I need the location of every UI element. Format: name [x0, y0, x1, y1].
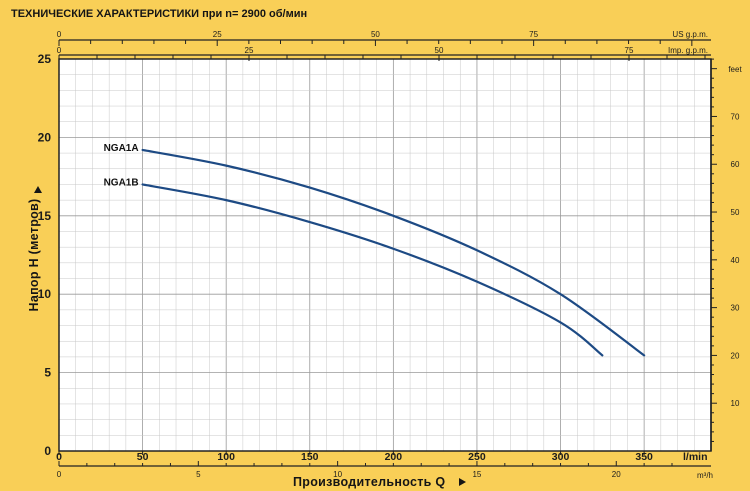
curve-nga1b [141, 183, 604, 357]
curve-label-nga1a: NGA1A [104, 143, 139, 154]
lmin-tick-label: 150 [301, 451, 319, 463]
m3h-ticks: 0 5 10 15 20 [57, 461, 673, 479]
feet-tick-label: 60 [731, 160, 740, 169]
lmin-tick-label: 200 [385, 451, 403, 463]
us-gpm-tick-label: 25 [213, 30, 222, 39]
feet-ticks: 10 20 30 40 50 60 70 [711, 58, 740, 442]
lmin-tick-label: 100 [217, 451, 235, 463]
imp-gpm-tick-label: 50 [435, 46, 444, 55]
y-axis-title: Напор H (метров) [27, 198, 41, 311]
y-tick-label: 25 [38, 52, 52, 66]
m3h-tick-label: 15 [472, 470, 481, 479]
lmin-tick-label: 300 [552, 451, 570, 463]
x-axis-arrow-icon [459, 478, 466, 486]
us-gpm-unit: US g.p.m. [672, 30, 708, 39]
imp-gpm-tick-label: 0 [57, 46, 62, 55]
y-axis-title-group: Напор H (метров) [27, 186, 42, 312]
lmin-tick-label: 0 [56, 451, 62, 463]
chart-title: ТЕХНИЧЕСКИЕ ХАРАКТЕРИСТИКИ при n= 2900 о… [11, 8, 307, 20]
imp-gpm-tick-label: 75 [625, 46, 634, 55]
us-gpm-ticks: 0 25 50 75 [57, 30, 693, 46]
imp-gpm-ticks: 0 25 50 75 [57, 46, 706, 61]
lmin-tick-label: 250 [468, 451, 486, 463]
m3h-tick-label: 0 [57, 470, 62, 479]
curve-labels: NGA1A NGA1B [104, 143, 139, 188]
feet-tick-label: 20 [731, 351, 740, 360]
imp-gpm-tick-label: 25 [245, 46, 254, 55]
lmin-tick-label: 350 [635, 451, 653, 463]
y-axis-arrow-icon [34, 186, 42, 193]
feet-tick-label: 10 [731, 399, 740, 408]
y-axis-ticks: 5 10 15 20 25 [38, 52, 52, 380]
m3h-tick-label: 10 [333, 470, 342, 479]
us-gpm-tick-label: 50 [371, 30, 380, 39]
y-tick-label: 10 [38, 287, 52, 301]
curve-label-nga1b: NGA1B [104, 177, 139, 188]
feet-tick-label: 30 [731, 304, 740, 313]
m3h-tick-label: 20 [612, 470, 621, 479]
y-tick-label: 20 [38, 130, 52, 144]
lmin-unit: l/min [683, 451, 708, 463]
curves [141, 148, 646, 357]
grid-lines [59, 59, 711, 451]
feet-tick-label: 50 [731, 208, 740, 217]
lmin-ticks: 0 50 100 150 200 250 300 350 [56, 451, 653, 463]
m3h-unit: m³/h [697, 471, 713, 480]
feet-tick-label: 70 [731, 112, 740, 121]
feet-tick-label: 40 [731, 256, 740, 265]
feet-unit: feet [728, 65, 742, 74]
us-gpm-tick-label: 75 [529, 30, 538, 39]
y-zero-label: 0 [44, 444, 51, 458]
us-gpm-tick-label: 0 [57, 30, 62, 39]
m3h-tick-label: 5 [196, 470, 201, 479]
plot-area [59, 59, 711, 451]
y-tick-label: 5 [44, 366, 51, 380]
y-tick-label: 15 [38, 209, 52, 223]
x-axis-title: Производительность Q [293, 475, 445, 489]
lmin-tick-label: 50 [137, 451, 149, 463]
curve-nga1a [141, 148, 646, 357]
imp-gpm-unit: Imp. g.p.m. [668, 46, 708, 55]
